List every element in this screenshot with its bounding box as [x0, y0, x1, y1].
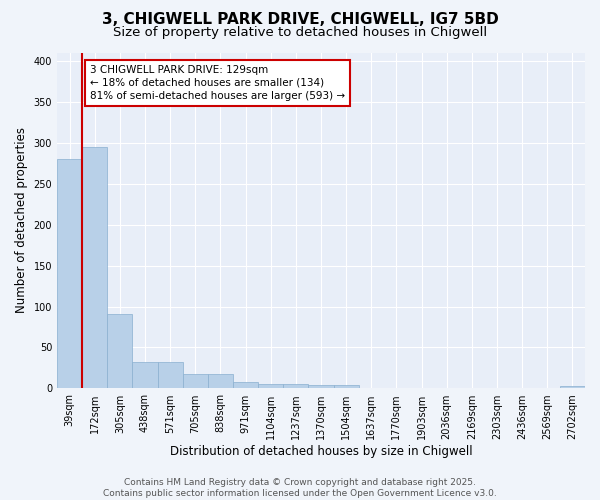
Bar	[158, 362, 183, 388]
Bar	[283, 384, 308, 388]
Bar	[133, 362, 158, 388]
Bar	[208, 374, 233, 388]
Bar	[258, 384, 283, 388]
Bar	[57, 159, 82, 388]
Bar	[82, 146, 107, 388]
Bar	[334, 385, 359, 388]
Y-axis label: Number of detached properties: Number of detached properties	[15, 128, 28, 314]
Bar	[183, 374, 208, 388]
Text: 3 CHIGWELL PARK DRIVE: 129sqm
← 18% of detached houses are smaller (134)
81% of : 3 CHIGWELL PARK DRIVE: 129sqm ← 18% of d…	[90, 65, 345, 101]
Text: Size of property relative to detached houses in Chigwell: Size of property relative to detached ho…	[113, 26, 487, 39]
Text: Contains HM Land Registry data © Crown copyright and database right 2025.
Contai: Contains HM Land Registry data © Crown c…	[103, 478, 497, 498]
X-axis label: Distribution of detached houses by size in Chigwell: Distribution of detached houses by size …	[170, 444, 472, 458]
Bar	[233, 382, 258, 388]
Text: 3, CHIGWELL PARK DRIVE, CHIGWELL, IG7 5BD: 3, CHIGWELL PARK DRIVE, CHIGWELL, IG7 5B…	[101, 12, 499, 28]
Bar	[107, 314, 133, 388]
Bar	[308, 385, 334, 388]
Bar	[560, 386, 585, 388]
